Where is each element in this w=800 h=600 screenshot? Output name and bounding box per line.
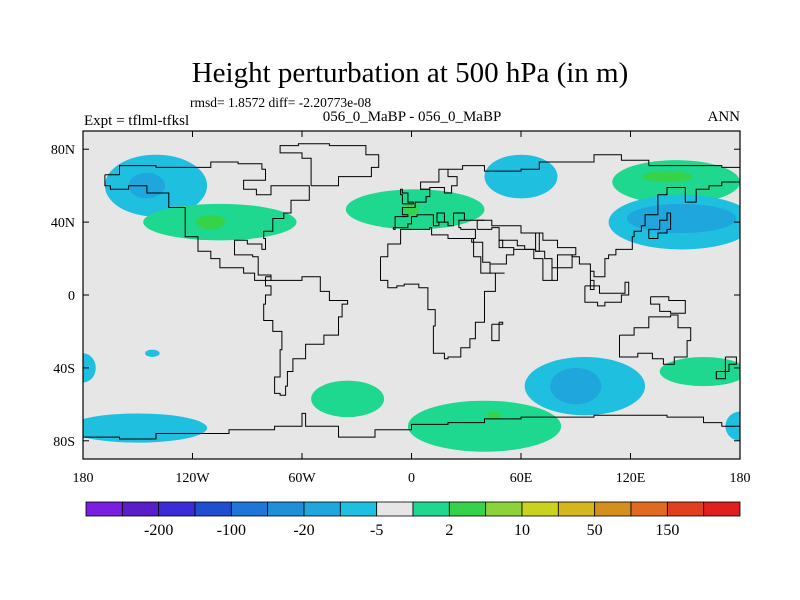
- coastlines: [83, 143, 740, 440]
- colorbar-box: [594, 501, 632, 517]
- colorbar-label: -100: [217, 522, 246, 539]
- colorbar-box: [448, 501, 487, 517]
- x-tick-label: 60E: [510, 471, 533, 486]
- coastline-eurasia: [392, 154, 740, 290]
- y-axis: 80N 40N 0 40S 80S: [51, 143, 740, 450]
- coastline-south-america: [263, 276, 349, 396]
- x-tick-label: 120E: [616, 471, 646, 486]
- coastline-borneo-sumatra: [584, 281, 630, 307]
- region-s-pacific-west-edge-low: [83, 353, 96, 383]
- colorbar-box: [121, 501, 160, 517]
- coastline-new-zealand: [715, 356, 737, 380]
- x-tick-label: 180: [730, 471, 751, 486]
- colorbar-box: [485, 501, 523, 517]
- chart-subtitle: 056_0_MaBP - 056_0_MaBP: [323, 109, 502, 125]
- colorbar-box: [303, 501, 341, 517]
- experiment-label: Expt = tflml-tfksl: [84, 113, 189, 129]
- coastline-antarctica: [83, 412, 740, 440]
- x-tick-label: 180: [73, 471, 94, 486]
- x-tick-label: 120W: [175, 471, 210, 486]
- colorbar-box: [666, 501, 705, 517]
- coastline-madagascar: [491, 321, 504, 342]
- x-tick-label: 60W: [288, 471, 316, 486]
- colorbar-box: [194, 501, 232, 517]
- x-tick-label: 0: [408, 471, 415, 486]
- colorbar-label: 150: [655, 522, 679, 539]
- x-axis: 180 120W 60W 0 60E 120E 180: [73, 131, 751, 486]
- region-s-indian-high: [407, 400, 562, 452]
- colorbar-box: [230, 501, 269, 517]
- coastline-africa: [380, 227, 505, 360]
- coastline-greenland: [279, 143, 380, 187]
- colorbar-box: [412, 501, 450, 517]
- region-s-indian-high-core: [486, 411, 501, 419]
- region-s-indian-low-core: [550, 367, 602, 405]
- colorbar-box: [158, 501, 196, 517]
- region-arctic-high-core: [641, 171, 693, 183]
- y-tick-label: 80S: [53, 435, 75, 450]
- coastline-japan: [648, 212, 672, 239]
- plot-area: 180 120W 60W 0 60E 120E 180 80N 40N 0 40S 80S: [51, 130, 751, 486]
- colorbar-box: [703, 501, 741, 517]
- colorbar-box: [630, 501, 668, 517]
- colorbar-label: 2: [445, 522, 453, 539]
- region-n-pacific-west-low-core: [626, 203, 737, 234]
- coastline-india: [535, 232, 577, 281]
- colorbar-label: 50: [587, 522, 603, 539]
- region-arctic-high: [612, 160, 740, 204]
- colorbar-box: [376, 501, 414, 517]
- colorbar-box: [339, 501, 378, 517]
- colorbar-label: 10: [514, 522, 530, 539]
- coastline-uk: [400, 188, 414, 205]
- y-tick-label: 80N: [51, 143, 75, 158]
- coastline-scandinavia-hint: [420, 169, 458, 194]
- coastline-australia: [619, 314, 692, 365]
- colorbar-box: [267, 501, 305, 517]
- colorbar: -200 -100 -20 -5 2 10 50 150: [85, 501, 741, 539]
- colorbar-label: -20: [293, 522, 314, 539]
- coastline-north-america: [104, 161, 310, 281]
- region-s-pacific-west-low: [83, 413, 208, 443]
- region-n-america-high-core: [196, 214, 226, 230]
- coastline-new-guinea: [650, 296, 686, 314]
- region-s-pacific-east-high: [659, 356, 740, 387]
- colorbar-box: [557, 501, 596, 517]
- region-s-pacific-small-low: [145, 349, 160, 357]
- y-tick-label: 40N: [51, 216, 75, 231]
- colorbar-box: [521, 501, 559, 517]
- colorbar-label: -200: [144, 522, 173, 539]
- season-label: ANN: [708, 109, 741, 125]
- colorbar-label: -5: [370, 522, 383, 539]
- region-s-atlantic-high: [311, 380, 385, 418]
- y-tick-label: 0: [68, 289, 75, 304]
- region-n-atlantic-high-core: [404, 203, 419, 215]
- region-siberia-low: [484, 154, 558, 199]
- colorbar-box: [85, 501, 123, 517]
- chart-title: Height perturbation at 500 hPa (in m): [192, 57, 629, 89]
- stats-line: rmsd= 1.8572 diff= -2.20773e-08: [190, 95, 371, 110]
- y-tick-label: 40S: [53, 362, 75, 377]
